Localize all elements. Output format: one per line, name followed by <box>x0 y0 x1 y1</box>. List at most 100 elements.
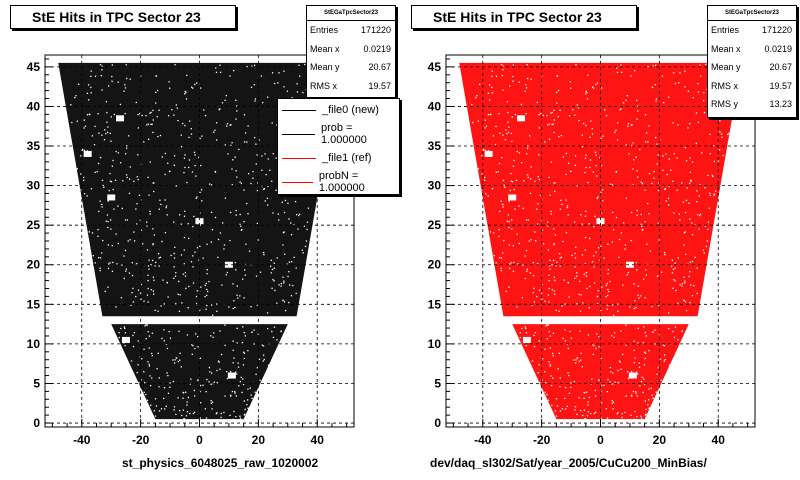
noise-dot <box>175 303 177 305</box>
noise-dot <box>635 392 637 394</box>
noise-dot <box>241 341 244 344</box>
noise-dot <box>86 114 89 116</box>
noise-dot <box>498 235 500 237</box>
noise-dot <box>220 412 222 415</box>
noise-dot <box>491 188 494 190</box>
noise-dot <box>564 387 567 389</box>
noise-dot <box>100 156 102 159</box>
noise-dot <box>626 95 628 97</box>
noise-dot <box>672 287 674 289</box>
noise-dot <box>153 410 155 412</box>
noise-dot <box>511 181 514 183</box>
noise-dot <box>541 379 543 381</box>
noise-dot <box>199 417 201 419</box>
noise-dot <box>184 210 186 212</box>
noise-dot <box>514 113 516 116</box>
noise-dot <box>651 306 653 308</box>
noise-dot <box>667 197 670 200</box>
noise-dot <box>549 335 552 337</box>
noise-dot <box>124 327 126 330</box>
noise-dot <box>624 248 626 250</box>
noise-dot <box>520 103 523 106</box>
noise-dot <box>183 171 185 174</box>
noise-dot <box>165 207 167 209</box>
noise-dot <box>684 211 687 214</box>
noise-dot <box>98 132 100 134</box>
noise-dot <box>91 135 94 137</box>
noise-dot <box>119 103 122 106</box>
noise-dot <box>672 72 675 74</box>
noise-dot <box>151 377 153 379</box>
noise-dot <box>195 197 197 200</box>
noise-dot <box>180 366 182 368</box>
noise-dot <box>673 278 675 281</box>
noise-dot <box>111 244 113 247</box>
noise-dot <box>298 64 300 66</box>
noise-dot <box>519 336 521 339</box>
noise-dot <box>688 182 691 185</box>
noise-dot <box>713 194 715 196</box>
noise-dot <box>107 200 109 202</box>
noise-dot <box>167 115 170 117</box>
noise-dot <box>231 168 233 170</box>
noise-dot <box>511 228 513 230</box>
noise-dot <box>609 381 611 383</box>
noise-dot <box>183 418 185 420</box>
noise-dot <box>261 169 263 171</box>
noise-dot <box>124 344 126 347</box>
noise-dot <box>190 133 193 135</box>
noise-dot <box>147 331 149 333</box>
noise-dot <box>247 349 249 352</box>
noise-dot <box>136 372 138 374</box>
noise-dot <box>191 344 193 346</box>
noise-dot <box>113 113 115 116</box>
noise-dot <box>576 104 579 106</box>
noise-dot <box>208 183 211 185</box>
noise-dot <box>276 339 278 341</box>
y-tick-label: 20 <box>428 258 442 272</box>
noise-dot <box>177 397 179 399</box>
noise-dot <box>643 278 645 280</box>
noise-dot <box>648 407 650 409</box>
noise-dot <box>147 265 150 267</box>
noise-dot <box>197 346 199 348</box>
noise-dot <box>666 173 668 176</box>
noise-dot <box>641 229 644 231</box>
noise-dot <box>565 199 567 201</box>
noise-dot <box>193 411 196 413</box>
noise-dot <box>604 109 606 111</box>
noise-dot <box>272 278 274 281</box>
noise-dot <box>551 264 553 266</box>
noise-dot <box>551 404 553 407</box>
noise-dot <box>609 366 612 369</box>
noise-dot <box>510 132 512 135</box>
noise-dot <box>532 274 535 277</box>
noise-dot <box>101 179 104 182</box>
noise-dot <box>145 324 147 326</box>
noise-dot <box>247 407 249 409</box>
noise-dot <box>636 170 638 172</box>
noise-dot <box>155 405 158 407</box>
noise-dot <box>224 144 226 146</box>
noise-dot <box>242 364 245 366</box>
noise-dot <box>99 257 102 259</box>
noise-dot <box>146 221 148 223</box>
noise-dot <box>253 136 256 139</box>
noise-dot <box>492 135 495 137</box>
noise-dot <box>600 191 602 194</box>
noise-dot <box>124 153 127 155</box>
noise-dot <box>271 180 273 182</box>
noise-dot <box>683 299 685 301</box>
noise-dot <box>691 261 694 263</box>
noise-dot <box>221 102 224 104</box>
noise-dot <box>168 81 170 83</box>
noise-dot <box>549 259 551 261</box>
noise-dot <box>232 418 235 421</box>
noise-dot <box>594 151 597 153</box>
noise-dot <box>508 200 510 202</box>
noise-dot <box>105 101 108 103</box>
noise-dot <box>150 404 152 407</box>
noise-dot <box>233 69 235 72</box>
noise-dot <box>246 141 248 143</box>
x-tick-label: 40 <box>712 433 726 447</box>
